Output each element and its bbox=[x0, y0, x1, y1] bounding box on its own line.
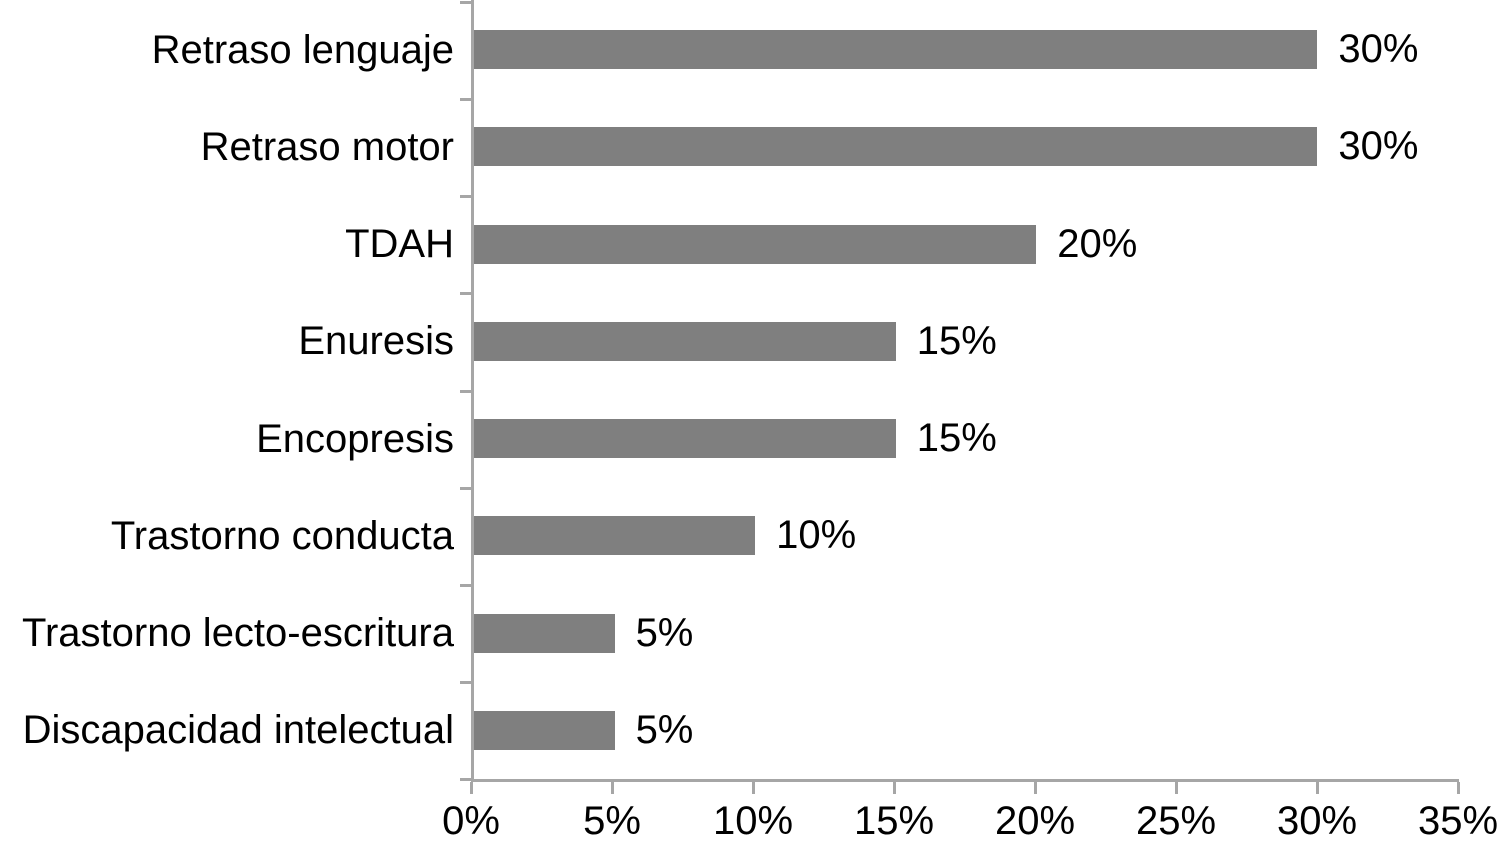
bar bbox=[474, 127, 1318, 167]
bar-track: 30% bbox=[474, 98, 1458, 195]
bar bbox=[474, 224, 1037, 264]
bar bbox=[474, 613, 615, 653]
x-tick-label: 0% bbox=[442, 799, 500, 843]
x-tick-label: 25% bbox=[1135, 799, 1217, 843]
category-label: Trastorno conducta bbox=[110, 513, 454, 558]
bar bbox=[474, 30, 1318, 70]
bar-track: 5% bbox=[474, 682, 1458, 779]
bar-track: 30% bbox=[474, 1, 1458, 98]
bar bbox=[474, 516, 756, 556]
category-label: Retraso motor bbox=[200, 124, 454, 169]
x-tick-label: 20% bbox=[994, 799, 1076, 843]
bar-value-label: 5% bbox=[635, 707, 694, 752]
x-tick-mark bbox=[1315, 782, 1319, 794]
x-tick-label: 15% bbox=[853, 799, 935, 843]
category-label: Enuresis bbox=[298, 319, 454, 364]
x-tick-label: 30% bbox=[1276, 799, 1358, 843]
plot-rows: Retraso lenguaje 30% Retraso motor 30% T… bbox=[0, 1, 1502, 779]
y-tick-mark bbox=[460, 195, 471, 199]
x-tick-mark bbox=[1174, 782, 1178, 794]
bar-row: Trastorno conducta 10% bbox=[0, 487, 1502, 584]
y-tick-mark bbox=[460, 486, 471, 490]
bar-value-label: 10% bbox=[776, 513, 857, 558]
bar-row: Discapacidad intelectual 5% bbox=[0, 682, 1502, 779]
bar bbox=[474, 710, 615, 750]
bar-track: 15% bbox=[474, 293, 1458, 390]
bar-row: TDAH 20% bbox=[0, 196, 1502, 293]
y-tick-mark bbox=[460, 389, 471, 393]
bar-value-label: 15% bbox=[916, 416, 997, 461]
bar bbox=[474, 321, 896, 361]
y-tick-mark bbox=[460, 98, 471, 102]
x-tick-label: 10% bbox=[712, 799, 794, 843]
bar-row: Enuresis 15% bbox=[0, 293, 1502, 390]
x-axis-line bbox=[471, 779, 1459, 782]
bar-value-label: 20% bbox=[1057, 221, 1138, 266]
y-tick-mark bbox=[460, 292, 471, 296]
x-axis-ticks bbox=[469, 782, 1460, 794]
y-axis-ticks bbox=[460, 1, 471, 781]
bar-value-label: 15% bbox=[916, 318, 997, 363]
y-tick-mark bbox=[460, 583, 471, 587]
category-label: TDAH bbox=[345, 222, 454, 267]
bar-value-label: 30% bbox=[1338, 27, 1419, 72]
bar-row: Retraso lenguaje 30% bbox=[0, 1, 1502, 98]
x-tick-label: 35% bbox=[1417, 799, 1499, 843]
y-tick-mark bbox=[460, 778, 471, 781]
y-axis-line bbox=[471, 0, 474, 782]
x-tick-mark bbox=[1456, 782, 1460, 794]
x-tick-mark bbox=[469, 782, 473, 794]
x-tick-mark bbox=[751, 782, 755, 794]
x-tick-label: 5% bbox=[583, 799, 641, 843]
y-tick-mark bbox=[460, 680, 471, 684]
bar-track: 20% bbox=[474, 196, 1458, 293]
bar-track: 5% bbox=[474, 585, 1458, 682]
bar-value-label: 5% bbox=[635, 610, 694, 655]
bar-row: Trastorno lecto-escritura 5% bbox=[0, 585, 1502, 682]
category-label: Discapacidad intelectual bbox=[22, 708, 454, 753]
category-label: Trastorno lecto-escritura bbox=[22, 611, 454, 656]
bar bbox=[474, 419, 896, 459]
bar-value-label: 30% bbox=[1338, 124, 1419, 169]
bar-row: Retraso motor 30% bbox=[0, 98, 1502, 195]
category-label: Retraso lenguaje bbox=[151, 27, 454, 72]
bar-track: 10% bbox=[474, 487, 1458, 584]
bar-track: 15% bbox=[474, 390, 1458, 487]
bar-row: Encopresis 15% bbox=[0, 390, 1502, 487]
x-tick-mark bbox=[610, 782, 614, 794]
x-tick-mark bbox=[1033, 782, 1037, 794]
category-label: Encopresis bbox=[256, 416, 454, 461]
y-tick-mark bbox=[460, 1, 471, 4]
x-axis-tick-labels: 0% 5% 10% 15% 20% 25% 30% 35% bbox=[442, 799, 1498, 847]
x-tick-mark bbox=[892, 782, 896, 794]
